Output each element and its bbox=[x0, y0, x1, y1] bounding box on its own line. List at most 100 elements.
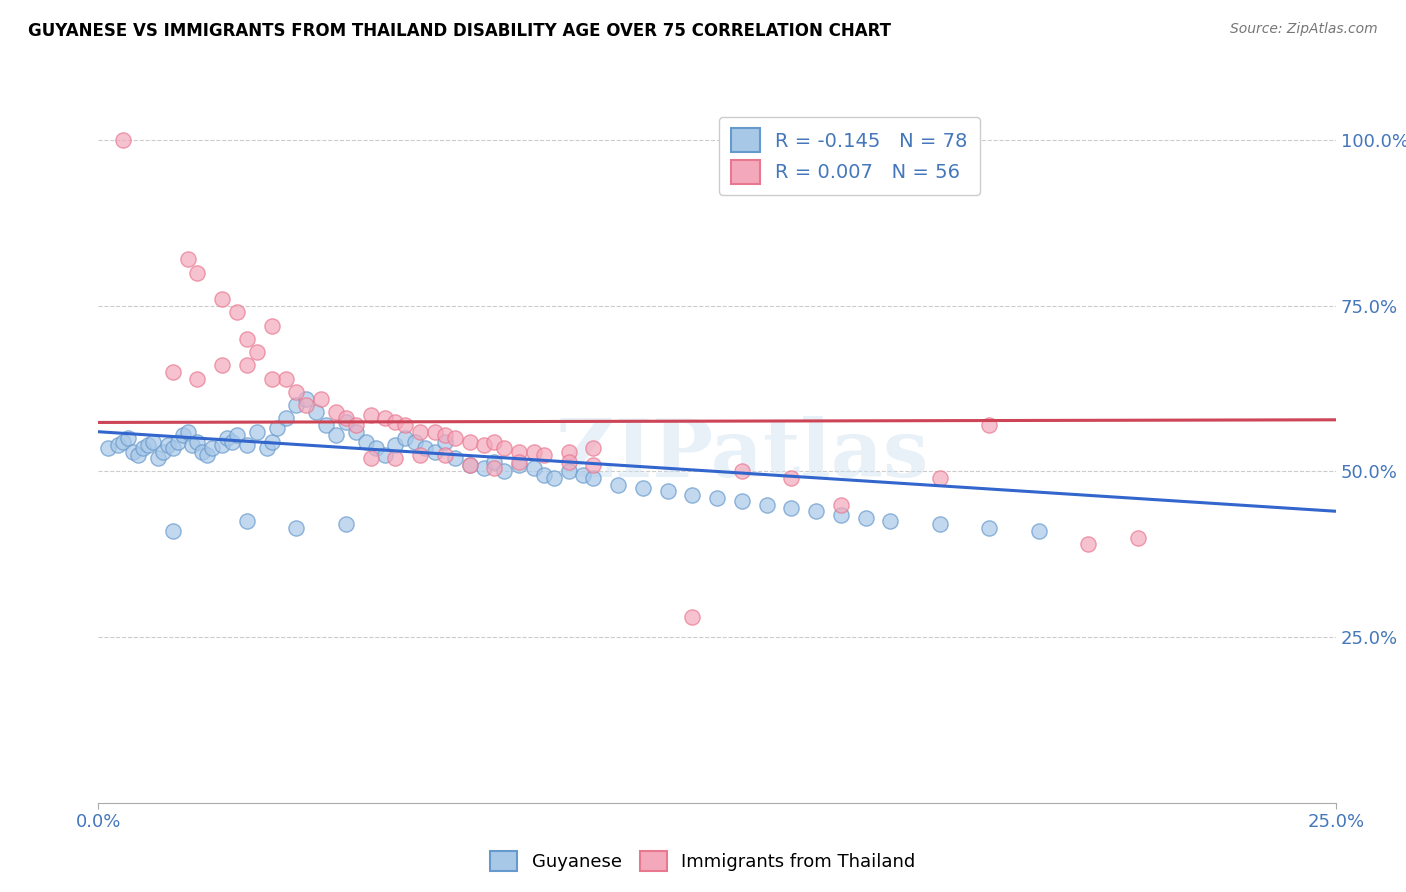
Point bbox=[731, 494, 754, 508]
Point bbox=[423, 425, 446, 439]
Legend: R = -0.145   N = 78, R = 0.007   N = 56: R = -0.145 N = 78, R = 0.007 N = 56 bbox=[718, 117, 980, 195]
Point bbox=[236, 359, 259, 373]
Point bbox=[533, 448, 555, 462]
Point bbox=[484, 454, 506, 468]
Point bbox=[443, 431, 465, 445]
Point bbox=[1028, 524, 1050, 538]
Point bbox=[681, 488, 703, 502]
Point bbox=[122, 444, 145, 458]
Point bbox=[433, 428, 456, 442]
Point bbox=[236, 438, 259, 452]
Point bbox=[706, 491, 728, 505]
Point bbox=[156, 438, 179, 452]
Point bbox=[295, 398, 318, 412]
Point bbox=[494, 442, 516, 456]
Point bbox=[112, 434, 135, 449]
Point bbox=[384, 451, 406, 466]
Point bbox=[443, 451, 465, 466]
Point bbox=[557, 465, 579, 479]
Point bbox=[508, 444, 530, 458]
Point bbox=[364, 442, 387, 456]
Point bbox=[226, 428, 249, 442]
Point bbox=[285, 398, 308, 412]
Point bbox=[780, 471, 803, 485]
Point bbox=[433, 448, 456, 462]
Point bbox=[176, 425, 198, 439]
Point bbox=[804, 504, 827, 518]
Point bbox=[508, 458, 530, 472]
Point bbox=[162, 524, 184, 538]
Point bbox=[186, 266, 208, 280]
Point bbox=[928, 517, 950, 532]
Point bbox=[217, 431, 239, 445]
Point bbox=[152, 444, 174, 458]
Point bbox=[181, 438, 204, 452]
Point bbox=[360, 451, 382, 466]
Point bbox=[260, 318, 283, 333]
Point bbox=[543, 471, 565, 485]
Point bbox=[246, 345, 269, 359]
Point bbox=[226, 305, 249, 319]
Point bbox=[117, 431, 139, 445]
Point bbox=[146, 451, 169, 466]
Point bbox=[256, 442, 278, 456]
Point bbox=[260, 434, 283, 449]
Point bbox=[166, 434, 188, 449]
Point bbox=[276, 411, 298, 425]
Point bbox=[582, 442, 605, 456]
Point bbox=[172, 428, 194, 442]
Point bbox=[136, 438, 159, 452]
Point bbox=[201, 442, 224, 456]
Point bbox=[681, 610, 703, 624]
Point bbox=[97, 442, 120, 456]
Point bbox=[260, 372, 283, 386]
Point bbox=[315, 418, 337, 433]
Point bbox=[523, 444, 546, 458]
Point bbox=[423, 444, 446, 458]
Point bbox=[344, 425, 367, 439]
Point bbox=[830, 508, 852, 522]
Point bbox=[494, 465, 516, 479]
Point bbox=[979, 521, 1001, 535]
Point bbox=[107, 438, 129, 452]
Point bbox=[582, 471, 605, 485]
Point bbox=[112, 133, 135, 147]
Point bbox=[211, 438, 233, 452]
Point bbox=[582, 458, 605, 472]
Point bbox=[360, 408, 382, 422]
Point bbox=[928, 471, 950, 485]
Point bbox=[523, 461, 546, 475]
Point bbox=[162, 442, 184, 456]
Point bbox=[191, 444, 214, 458]
Point bbox=[344, 418, 367, 433]
Point bbox=[335, 415, 357, 429]
Point bbox=[607, 477, 630, 491]
Point bbox=[132, 442, 155, 456]
Point bbox=[305, 405, 328, 419]
Point bbox=[142, 434, 165, 449]
Point bbox=[855, 511, 877, 525]
Point bbox=[557, 454, 579, 468]
Point bbox=[557, 444, 579, 458]
Point bbox=[433, 434, 456, 449]
Point bbox=[335, 411, 357, 425]
Point bbox=[374, 411, 396, 425]
Point bbox=[384, 415, 406, 429]
Point bbox=[276, 372, 298, 386]
Point bbox=[394, 431, 416, 445]
Point bbox=[474, 438, 496, 452]
Point bbox=[335, 517, 357, 532]
Point bbox=[458, 458, 481, 472]
Point bbox=[979, 418, 1001, 433]
Point bbox=[354, 434, 377, 449]
Point bbox=[384, 438, 406, 452]
Point bbox=[533, 467, 555, 482]
Point bbox=[285, 521, 308, 535]
Point bbox=[780, 500, 803, 515]
Point bbox=[830, 498, 852, 512]
Point bbox=[325, 428, 347, 442]
Point bbox=[236, 514, 259, 528]
Point bbox=[657, 484, 679, 499]
Point bbox=[508, 454, 530, 468]
Point bbox=[409, 448, 432, 462]
